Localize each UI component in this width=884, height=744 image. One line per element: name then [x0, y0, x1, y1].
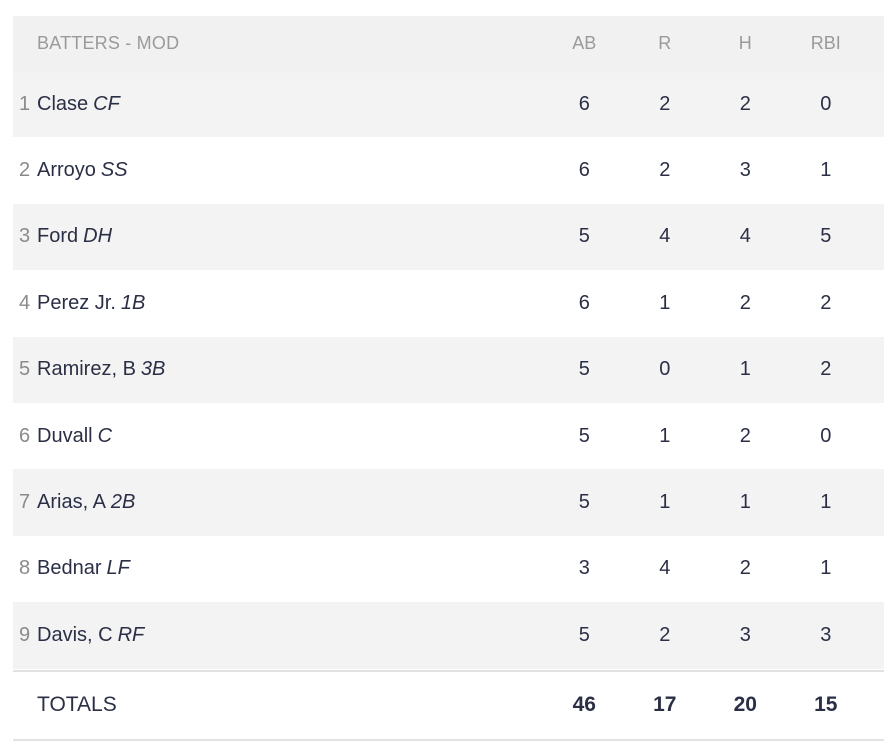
stat-h: 2 [739, 291, 751, 314]
batter-row: 9 Davis, C RF 5 2 3 3 [13, 602, 884, 669]
stat-ab: 5 [578, 623, 590, 646]
stat-ab: 5 [578, 424, 590, 447]
team-batters-heading: BATTERS - MOD [37, 33, 180, 53]
batting-order: 9 [19, 623, 31, 646]
stat-rbi: 1 [820, 491, 832, 514]
stat-r: 1 [659, 424, 671, 447]
player-position: 1B [120, 291, 146, 314]
stat-rbi: 0 [820, 424, 832, 447]
stat-r: 4 [659, 557, 671, 580]
totals-row: TOTALS 46 17 20 15 [13, 669, 884, 741]
header-row: BATTERS - MOD AB R H RBI [13, 16, 884, 71]
stat-rbi: 0 [820, 92, 832, 115]
stat-r: 4 [659, 225, 671, 248]
stat-ab: 3 [578, 557, 590, 580]
stat-ab: 5 [578, 358, 590, 381]
batter-row: 1 Clase CF 6 2 2 0 [13, 71, 884, 138]
stat-h: 2 [739, 424, 751, 447]
stat-r: 1 [659, 491, 671, 514]
total-r: 17 [653, 693, 677, 717]
batting-order: 7 [19, 491, 31, 514]
stat-h: 1 [739, 358, 751, 381]
player-position: 2B [110, 491, 136, 514]
stat-ab: 5 [578, 225, 590, 248]
batter-row: 6 Duvall C 5 1 2 0 [13, 402, 884, 470]
batting-order: 8 [19, 557, 31, 580]
player-position: CF [93, 92, 120, 115]
player-name-link[interactable]: Clase [37, 92, 89, 115]
player-name-link[interactable]: Bednar [37, 557, 102, 580]
player-position: SS [100, 159, 128, 182]
stat-ab: 6 [578, 159, 590, 182]
column-header-ab: AB [572, 33, 597, 53]
batter-name-cell: 3 Ford DH [13, 225, 544, 248]
stat-rbi: 3 [820, 623, 832, 646]
stat-r: 2 [659, 92, 671, 115]
player-position: RF [117, 623, 145, 646]
total-rbi: 15 [814, 693, 838, 717]
totals-label: TOTALS [37, 693, 117, 717]
stat-h: 1 [739, 491, 751, 514]
stat-ab: 5 [578, 491, 590, 514]
column-header-r: R [658, 33, 672, 53]
batting-order: 5 [19, 358, 31, 381]
stat-h: 3 [739, 623, 751, 646]
batter-row: 4 Perez Jr. 1B 6 1 2 2 [13, 270, 884, 337]
total-ab: 46 [572, 693, 596, 717]
batter-name-cell: 2 Arroyo SS [13, 159, 544, 182]
player-name-link[interactable]: Duvall [37, 424, 93, 447]
stat-ab: 6 [578, 92, 590, 115]
batter-name-cell: 9 Davis, C RF [13, 624, 544, 647]
batting-order: 3 [19, 225, 31, 248]
column-header-h: H [738, 33, 752, 53]
batter-name-cell: 1 Clase CF [13, 93, 544, 116]
batting-order: 2 [19, 159, 31, 182]
player-position: C [97, 424, 113, 447]
stat-h: 4 [739, 225, 751, 248]
player-name-link[interactable]: Ramirez, B [37, 358, 136, 381]
batting-order: 6 [19, 424, 31, 447]
player-name-link[interactable]: Davis, C [37, 623, 113, 646]
column-header-rbi: RBI [810, 33, 841, 53]
batter-name-cell: 4 Perez Jr. 1B [13, 292, 544, 315]
stat-h: 2 [739, 92, 751, 115]
player-name-link[interactable]: Ford [37, 225, 79, 248]
batter-rows: 1 Clase CF 6 2 2 0 2 Arroyo SS 6 2 3 1 3… [13, 71, 884, 669]
batting-order: 1 [19, 92, 31, 115]
player-position: LF [106, 557, 130, 580]
stat-rbi: 1 [820, 159, 832, 182]
total-h: 20 [733, 693, 757, 717]
player-name-link[interactable]: Perez Jr. [37, 291, 116, 314]
batter-name-cell: 5 Ramirez, B 3B [13, 358, 544, 381]
stat-r: 2 [659, 623, 671, 646]
batting-box-score: BATTERS - MOD AB R H RBI 1 Clase CF 6 2 … [13, 16, 884, 741]
stat-h: 3 [739, 159, 751, 182]
stat-rbi: 5 [820, 225, 832, 248]
batter-row: 3 Ford DH 5 4 4 5 [13, 203, 884, 271]
stat-rbi: 2 [820, 358, 832, 381]
stat-ab: 6 [578, 291, 590, 314]
stat-rbi: 1 [820, 557, 832, 580]
player-name-link[interactable]: Arroyo [37, 159, 96, 182]
batter-row: 7 Arias, A 2B 5 1 1 1 [13, 469, 884, 536]
stat-h: 2 [739, 557, 751, 580]
batter-row: 2 Arroyo SS 6 2 3 1 [13, 137, 884, 204]
stat-r: 1 [659, 291, 671, 314]
batter-row: 5 Ramirez, B 3B 5 0 1 2 [13, 336, 884, 403]
batting-order: 4 [19, 291, 31, 314]
batter-row: 8 Bednar LF 3 4 2 1 [13, 535, 884, 603]
player-position: 3B [140, 358, 166, 381]
stat-r: 0 [659, 358, 671, 381]
player-position: DH [83, 225, 113, 248]
player-name-link[interactable]: Arias, A [37, 491, 106, 514]
stat-r: 2 [659, 159, 671, 182]
batter-name-cell: 7 Arias, A 2B [13, 491, 544, 514]
batter-name-cell: 8 Bednar LF [13, 557, 544, 580]
batter-name-cell: 6 Duvall C [13, 425, 544, 448]
stat-rbi: 2 [820, 291, 832, 314]
